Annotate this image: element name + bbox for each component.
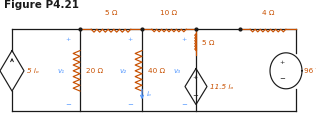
Text: 11.5 iₒ: 11.5 iₒ — [210, 84, 234, 89]
Text: −: − — [181, 102, 187, 108]
Text: +: + — [192, 75, 198, 80]
Text: v₃: v₃ — [174, 68, 181, 74]
Text: 10 Ω: 10 Ω — [161, 10, 178, 16]
Text: −: − — [279, 76, 285, 82]
Text: v₂: v₂ — [120, 68, 127, 74]
Text: 20 Ω: 20 Ω — [86, 68, 103, 74]
Text: +: + — [65, 37, 70, 42]
Text: 5 iₒ: 5 iₒ — [27, 68, 39, 74]
Text: 96 V: 96 V — [304, 68, 316, 74]
Text: 5 Ω: 5 Ω — [105, 10, 117, 16]
Text: +: + — [127, 37, 133, 42]
Text: iₒ: iₒ — [147, 91, 152, 97]
Text: 4 Ω: 4 Ω — [262, 10, 274, 16]
Text: +: + — [279, 60, 285, 65]
Text: 5 Ω: 5 Ω — [202, 40, 215, 46]
Text: v₁: v₁ — [58, 68, 65, 74]
Text: +: + — [181, 37, 187, 42]
Text: −: − — [127, 102, 133, 108]
Text: −: − — [65, 102, 71, 108]
Text: −: − — [192, 92, 198, 99]
Text: Figure P4.21: Figure P4.21 — [4, 0, 79, 10]
Text: 40 Ω: 40 Ω — [148, 68, 165, 74]
